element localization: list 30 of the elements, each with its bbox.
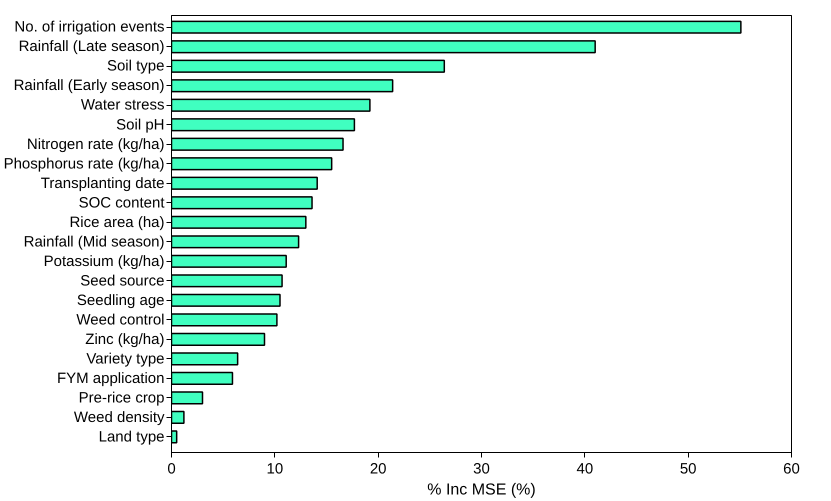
y-tick-label: Zinc (kg/ha) — [85, 330, 165, 348]
y-tick-label: Rainfall (Late season) — [18, 38, 165, 56]
y-tick-label: Potassium (kg/ha) — [44, 252, 165, 270]
x-tick-label: 60 — [783, 460, 800, 478]
y-tick-label: Seedling age — [76, 292, 164, 309]
y-tick-label: SOC content — [78, 194, 166, 212]
y-tick-label: Land type — [98, 428, 164, 446]
y-tick-label: Weed density — [74, 408, 165, 426]
y-tick-label: Weed control — [76, 311, 165, 328]
y-tick-label: Rainfall (Early season) — [14, 77, 165, 94]
y-tick-label: Soil type — [106, 58, 165, 75]
x-tick-label: 0 — [167, 460, 176, 478]
y-tick-label: Variety type — [86, 350, 165, 368]
x-tick-label: 10 — [266, 460, 284, 478]
y-tick-label: FYM application — [56, 370, 165, 387]
y-tick-label: Phosphorus rate (kg/ha) — [4, 155, 165, 172]
x-axis-title: % Inc MSE (%) — [427, 482, 536, 498]
y-tick-label: Water stress — [80, 96, 165, 114]
y-tick-label: Transplanting date — [40, 174, 165, 192]
y-tick-label: Rice area (ha) — [69, 214, 165, 231]
y-tick-label: Pre-rice crop — [78, 389, 165, 406]
y-tick-label: Nitrogen rate (kg/ha) — [26, 136, 165, 153]
x-tick-label: 20 — [370, 460, 387, 478]
x-tick-label: 40 — [576, 460, 594, 478]
x-tick-label: 30 — [473, 460, 490, 478]
y-tick-label: No. of irrigation events — [14, 18, 165, 36]
y-tick-label: Soil pH — [116, 116, 165, 134]
y-tick-label: Seed source — [80, 272, 165, 290]
x-tick-label: 50 — [680, 460, 697, 478]
y-tick-label: Rainfall (Mid season) — [24, 233, 165, 250]
